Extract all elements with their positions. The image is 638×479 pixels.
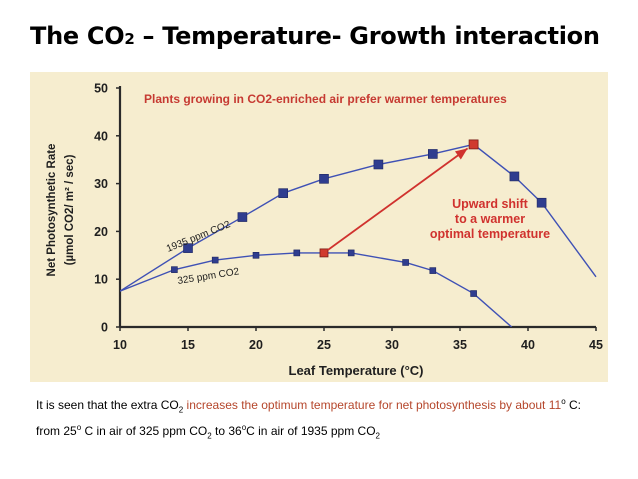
caption-subscript: 2 [207, 431, 212, 441]
data-point-marker [470, 290, 477, 297]
caption-subscript: 2 [178, 405, 184, 415]
slide-title-subscript: 2 [124, 30, 135, 48]
x-tick-label: 45 [589, 338, 603, 352]
optimum-point-marker [468, 139, 479, 150]
y-axis-label-line-1: Net Photosynthetic Rate [46, 144, 58, 277]
caption-highlight-text: increases the optimum temperature for ne… [183, 398, 562, 412]
x-tick-label: 15 [181, 338, 195, 352]
caption-superscript: o [561, 397, 566, 406]
optimum-point-marker [319, 248, 329, 258]
slide-title: The CO2 – Temperature- Growth interactio… [30, 22, 630, 50]
caption-text: C in air of 1935 ppm CO [246, 424, 376, 439]
chart-series [120, 139, 597, 327]
data-point-marker [278, 188, 289, 198]
data-point-marker [509, 171, 520, 182]
slide-title-text-rest: – Temperature- Growth interaction [134, 22, 600, 50]
x-tick-label: 40 [521, 338, 535, 352]
upward-shift-arrow-shaft [327, 147, 469, 251]
chart-ticks: 10 15 20 25 30 35 40 45 0 10 20 30 40 50 [94, 82, 603, 353]
caption: It is seen that the extra CO2 increases … [36, 393, 596, 446]
data-point-marker [402, 259, 409, 266]
caption-text: C in air of 325 ppm CO [81, 424, 208, 439]
x-tick-label: 35 [453, 338, 467, 352]
data-point-marker [536, 197, 547, 208]
data-point-marker [211, 256, 219, 264]
chart-background [30, 72, 608, 382]
caption-subscript: 2 [375, 431, 380, 441]
y-tick-label: 50 [94, 82, 108, 96]
data-point-marker [427, 149, 438, 159]
y-axis-label-line-2: (µmol CO2/ m² / sec) [64, 154, 76, 265]
x-axis-label: Leaf Temperature (°C) [289, 363, 424, 378]
y-tick-label: 0 [101, 321, 108, 335]
chart-axes [118, 86, 596, 329]
x-tick-label: 25 [317, 338, 331, 352]
annotation-text-line: to a warmer [455, 212, 525, 226]
y-tick-label: 30 [94, 177, 108, 191]
data-point-marker [293, 249, 301, 257]
caption-text: to 36 [211, 424, 242, 439]
data-point-marker [319, 174, 329, 184]
y-tick-label: 10 [94, 273, 108, 287]
data-point-marker [429, 267, 437, 274]
y-tick-label: 40 [94, 129, 108, 143]
slide-title-text: The CO [30, 22, 125, 50]
caption-text: C: from 25 [36, 398, 581, 439]
y-tick-label: 20 [94, 225, 108, 239]
data-point-marker [237, 212, 248, 222]
upward-shift-arrow-head [454, 148, 468, 160]
caption-superscript: o [76, 423, 82, 433]
caption-superscript: o [241, 423, 247, 433]
data-point-marker [373, 159, 384, 170]
caption-text: It is seen that the extra CO [36, 398, 179, 412]
x-tick-label: 30 [385, 338, 399, 352]
annotation-text-line: optimal temperature [430, 227, 550, 241]
chart-title: Plants growing in CO2-enriched air prefe… [144, 92, 507, 106]
x-tick-label: 10 [113, 338, 127, 352]
annotation-text-line: Upward shift [452, 197, 529, 211]
data-point-marker [347, 249, 355, 257]
x-tick-label: 20 [249, 338, 263, 352]
data-point-marker [252, 252, 260, 259]
data-point-marker [171, 266, 178, 273]
data-point-marker [183, 243, 193, 253]
